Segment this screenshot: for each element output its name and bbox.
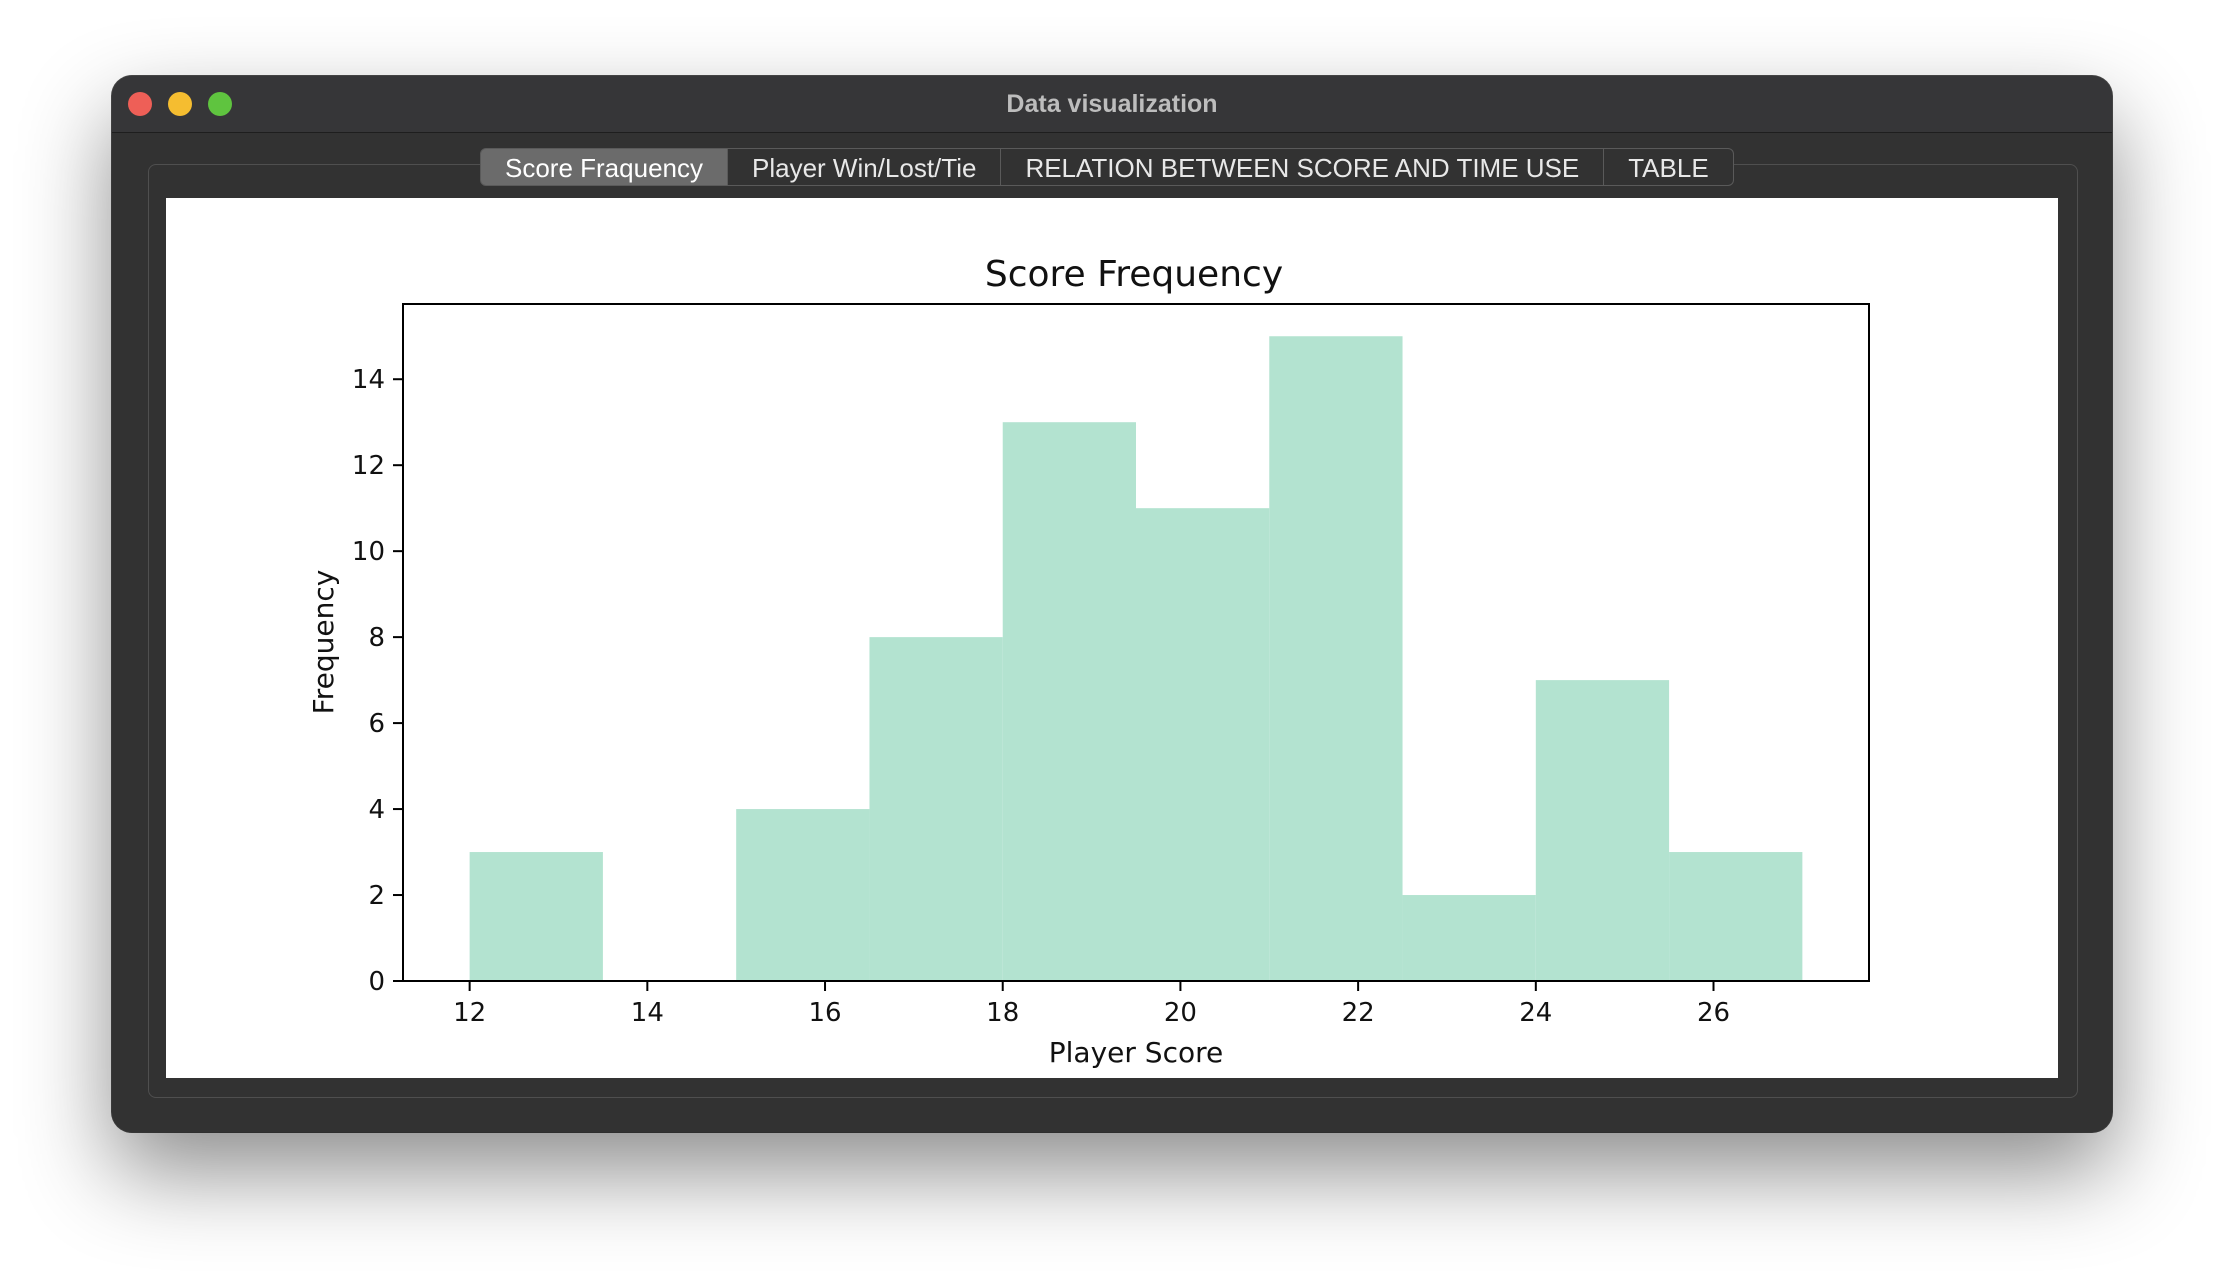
y-tick-label: 0	[368, 967, 385, 997]
title-bar: Data visualization	[112, 76, 2112, 133]
histogram-bar	[469, 852, 603, 981]
x-ticks-group: 12 14 16 18 20 22 24 26	[453, 981, 1730, 1028]
y-tick-label: 10	[352, 537, 385, 567]
tab-relation-score-time[interactable]: RELATION BETWEEN SCORE AND TIME USE	[1001, 148, 1605, 186]
plot-frame	[402, 303, 1870, 982]
tab-score-frequency[interactable]: Score Fraquency	[480, 148, 728, 186]
tab-player-win-lost-tie[interactable]: Player Win/Lost/Tie	[727, 148, 1002, 186]
histogram-bar	[1002, 422, 1136, 981]
y-tick-label: 4	[368, 795, 385, 825]
minimize-window-button[interactable]	[168, 92, 192, 116]
x-tick-label: 14	[631, 998, 664, 1028]
window-title: Data visualization	[1006, 90, 1218, 118]
chart-canvas: Score Frequency 12 14 16 18 20 22 24 26 0 2 4 6 8 10…	[166, 198, 2058, 1078]
close-window-button[interactable]	[128, 92, 152, 116]
x-tick-label: 12	[453, 998, 486, 1028]
histogram-bar	[869, 637, 1003, 981]
y-tick-label: 6	[368, 709, 385, 739]
histogram-bar	[1535, 680, 1670, 981]
y-tick-label: 14	[352, 365, 385, 395]
bars-group	[469, 336, 1803, 981]
x-tick-label: 24	[1519, 998, 1552, 1028]
tab-bar: Score Fraquency Player Win/Lost/Tie RELA…	[480, 148, 1734, 186]
histogram-chart: Score Frequency 12 14 16 18 20 22 24 26 0246810…	[307, 254, 1870, 1069]
y-tick-label: 12	[352, 451, 385, 481]
histogram-bar	[1402, 895, 1536, 981]
app-window: Data visualization Score Fraquency Playe…	[112, 76, 2112, 1132]
histogram-bar	[736, 809, 870, 981]
x-tick-label: 22	[1342, 998, 1375, 1028]
maximize-window-button[interactable]	[208, 92, 232, 116]
x-tick-label: 26	[1697, 998, 1730, 1028]
chart-title: Score Frequency	[985, 254, 1283, 295]
y-axis-label: Frequency	[307, 570, 340, 715]
y-tick-label: 8	[368, 623, 385, 653]
x-tick-label: 16	[808, 998, 841, 1028]
y-tick-label: 2	[368, 881, 385, 911]
x-tick-label: 18	[986, 998, 1019, 1028]
x-tick-label: 20	[1164, 998, 1197, 1028]
histogram-bar	[1269, 336, 1403, 981]
histogram-bar	[1136, 508, 1270, 981]
x-axis-label: Player Score	[1049, 1036, 1223, 1069]
histogram-bar	[1669, 852, 1803, 981]
y-ticks-group: 0 2 4 6 8 10 12 14	[352, 365, 403, 997]
tab-table[interactable]: TABLE	[1604, 148, 1734, 186]
